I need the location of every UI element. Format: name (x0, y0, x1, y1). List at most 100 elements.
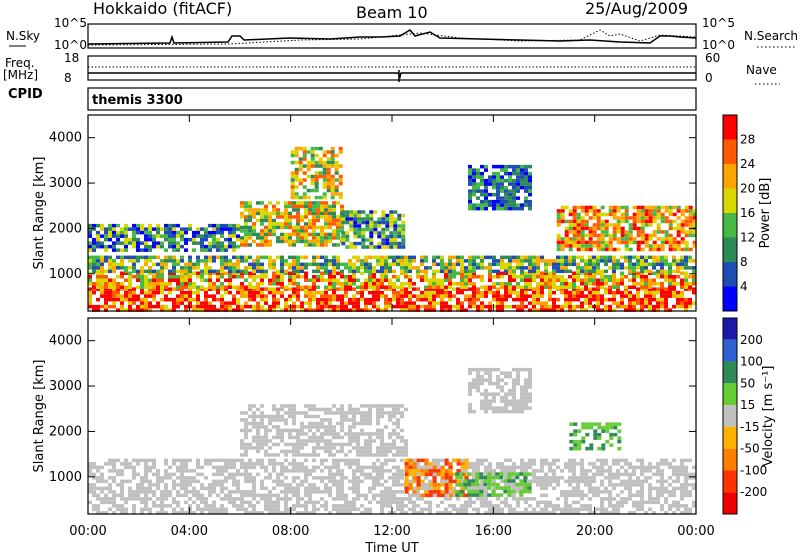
range-gate-cell (268, 493, 272, 498)
range-gate-cell (196, 507, 200, 512)
range-gate-cell (220, 269, 224, 274)
range-gate-cell (620, 465, 624, 470)
range-gate-cell (236, 255, 240, 260)
range-gate-cell (464, 504, 468, 508)
range-gate-cell (100, 241, 104, 245)
range-gate-cell (524, 182, 528, 186)
range-gate-cell (472, 465, 476, 470)
range-gate-cell (496, 297, 500, 302)
range-gate-cell (512, 493, 516, 498)
range-gate-cell (326, 167, 331, 172)
range-gate-cell (176, 458, 180, 463)
range-gate-cell (360, 287, 364, 291)
range-gate-cell (264, 500, 268, 505)
range-gate-cell (352, 500, 356, 505)
range-gate-cell (656, 223, 661, 227)
range-gate-cell (504, 168, 508, 172)
range-gate-cell (380, 266, 384, 270)
range-gate-cell (244, 428, 248, 433)
range-gate-cell (584, 223, 589, 227)
range-gate-cell (468, 497, 472, 501)
range-gate-cell (212, 237, 216, 242)
range-gate-cell (176, 287, 180, 291)
range-gate-cell (592, 205, 597, 210)
range-gate-cell (660, 486, 664, 491)
range-gate-cell (548, 476, 552, 480)
range-gate-cell (324, 222, 328, 226)
range-gate-cell (120, 490, 124, 494)
range-gate-cell (308, 225, 312, 230)
range-gate-cell (220, 472, 224, 477)
range-gate-cell (156, 275, 160, 279)
range-gate-cell (660, 297, 664, 302)
range-gate-cell (608, 212, 613, 217)
range-gate-cell (276, 222, 280, 226)
range-gate-cell (128, 479, 132, 484)
range-gate-cell (576, 205, 581, 210)
range-gate-cell (380, 493, 384, 498)
range-gate-cell (164, 308, 168, 312)
range-gate-cell (692, 275, 696, 279)
range-gate-cell (632, 226, 637, 231)
range-gate-cell (304, 294, 308, 298)
range-gate-cell (644, 290, 648, 295)
range-gate-cell (668, 294, 672, 298)
range-gate-cell (136, 458, 140, 463)
range-gate-cell (684, 458, 688, 463)
range-gate-cell (520, 287, 524, 291)
range-gate-cell (260, 262, 264, 267)
range-gate-cell (176, 262, 180, 267)
freq-label: Freq. (5, 56, 35, 70)
range-gate-cell (232, 244, 236, 249)
range-gate-cell (220, 255, 224, 260)
range-gate-cell (316, 236, 320, 240)
range-gate-cell (488, 287, 492, 291)
range-gate-cell (192, 282, 196, 286)
range-gate-cell (260, 483, 264, 487)
range-gate-cell (316, 285, 320, 289)
range-gate-cell (480, 255, 484, 260)
range-gate-cell (628, 226, 633, 231)
range-gate-cell (412, 304, 416, 309)
range-gate-cell (220, 465, 224, 470)
range-gate-cell (460, 255, 464, 260)
range-gate-cell (280, 232, 284, 237)
range-gate-cell (324, 262, 328, 267)
range-gate-cell (572, 507, 576, 512)
range-gate-cell (652, 233, 657, 238)
range-gate-cell (268, 504, 272, 508)
range-gate-cell (324, 269, 328, 274)
range-gate-cell (532, 497, 536, 501)
range-gate-cell (376, 493, 380, 498)
range-gate-cell (300, 411, 304, 415)
range-gate-cell (140, 476, 144, 480)
range-gate-cell (288, 236, 292, 240)
range-gate-cell (116, 504, 120, 508)
range-gate-cell (384, 271, 388, 275)
range-gate-cell (208, 275, 212, 279)
range-gate-cell (652, 294, 656, 298)
range-gate-cell (389, 231, 394, 235)
range-gate-cell (260, 439, 264, 443)
range-gate-cell (264, 294, 268, 298)
range-gate-cell (326, 188, 331, 193)
range-gate-cell (369, 238, 374, 242)
range-gate-cell (528, 175, 532, 179)
range-gate-cell (604, 507, 608, 512)
range-gate-cell (680, 493, 684, 498)
range-gate-cell (496, 462, 500, 466)
range-gate-cell (584, 308, 588, 312)
range-gate-cell (400, 294, 404, 298)
range-gate-cell (124, 255, 128, 260)
range-gate-cell (252, 439, 256, 443)
range-gate-cell (112, 282, 116, 286)
range-gate-cell (369, 224, 374, 228)
range-gate-cell (341, 220, 346, 225)
range-gate-cell (568, 209, 573, 213)
range-gate-cell (256, 308, 260, 312)
range-gate-cell (236, 290, 240, 295)
range-gate-cell (472, 294, 476, 298)
range-gate-cell (424, 476, 428, 480)
range-gate-cell (244, 301, 248, 305)
range-gate-cell (568, 304, 572, 309)
